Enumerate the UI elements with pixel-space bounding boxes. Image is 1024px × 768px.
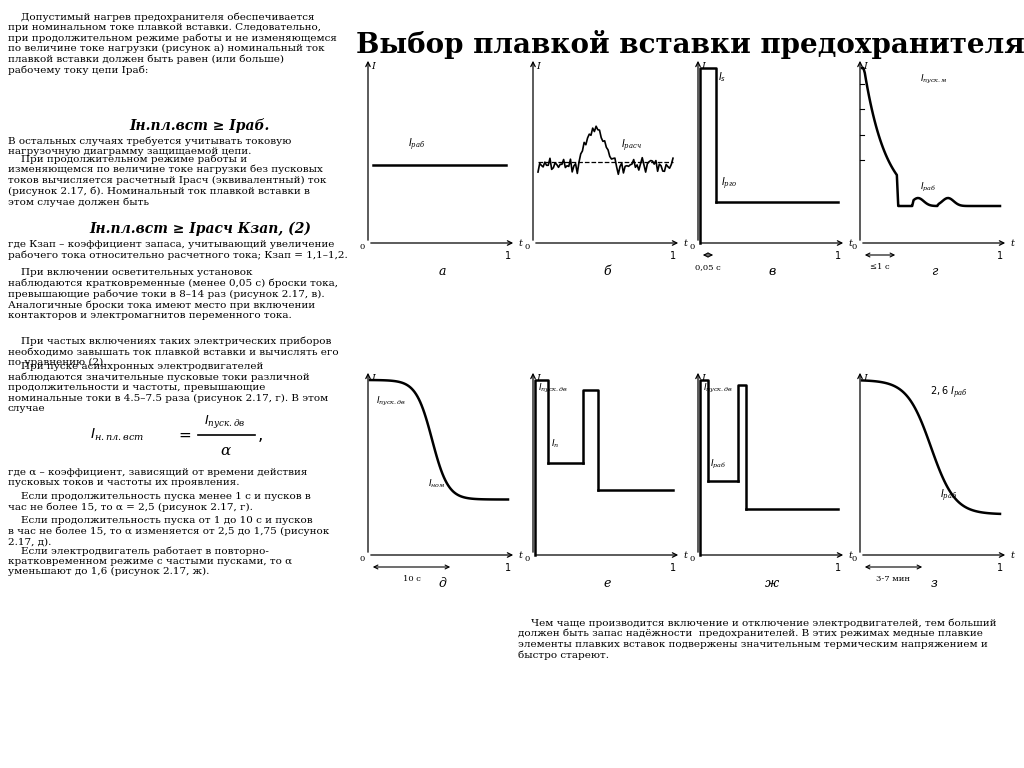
Text: t: t <box>1010 551 1014 560</box>
Text: При пуске асинхронных электродвигателей
наблюдаются значительные пусковые токи р: При пуске асинхронных электродвигателей … <box>8 362 329 413</box>
Text: где α – коэффициент, зависящий от времени действия
пусковых токов и частоты их п: где α – коэффициент, зависящий от времен… <box>8 468 307 488</box>
Text: $I_{\mathregular{рго}}$: $I_{\mathregular{рго}}$ <box>721 176 737 192</box>
Text: $I_{\mathregular{пуск.дв}}$: $I_{\mathregular{пуск.дв}}$ <box>205 412 246 429</box>
Text: Допустимый нагрев предохранителя обеспечивается
при номинальном токе плавкой вст: Допустимый нагрев предохранителя обеспеч… <box>8 12 337 75</box>
Text: ≤1 с: ≤1 с <box>870 263 890 271</box>
Text: I: I <box>371 62 375 71</box>
Text: В остальных случаях требуется учитывать токовую
нагрузочную диаграмму защищаемой: В остальных случаях требуется учитывать … <box>8 136 292 156</box>
Text: 0: 0 <box>852 243 857 251</box>
Text: $I_{\mathregular{раб}}$: $I_{\mathregular{раб}}$ <box>940 488 957 505</box>
Text: 1: 1 <box>997 563 1004 573</box>
Text: 0: 0 <box>690 243 695 251</box>
Text: I: I <box>701 62 705 71</box>
Text: t: t <box>1010 239 1014 247</box>
Text: е: е <box>603 577 610 590</box>
Text: $I_{\mathregular{п}}$: $I_{\mathregular{п}}$ <box>551 438 559 451</box>
Text: $I_{\mathregular{н.пл.вст}}$: $I_{\mathregular{н.пл.вст}}$ <box>90 427 144 443</box>
Text: а: а <box>438 265 445 278</box>
Text: Iн.пл.вст ≥ Iрасч Кзап, (2): Iн.пл.вст ≥ Iрасч Кзап, (2) <box>89 222 311 237</box>
Text: 1: 1 <box>670 251 676 261</box>
Text: t: t <box>848 551 852 560</box>
Text: $I_{\mathregular{пуск.дв}}$: $I_{\mathregular{пуск.дв}}$ <box>538 382 568 395</box>
Text: t: t <box>848 239 852 247</box>
Text: $I_{\mathregular{раб}}$: $I_{\mathregular{раб}}$ <box>408 137 425 154</box>
Text: ,: , <box>258 426 263 444</box>
Text: I: I <box>371 374 375 383</box>
Text: 0: 0 <box>359 555 365 563</box>
Text: α: α <box>220 444 230 458</box>
Text: I: I <box>536 374 540 383</box>
Text: д: д <box>438 577 445 590</box>
Text: $2,6\ I_{\mathregular{раб}}$: $2,6\ I_{\mathregular{раб}}$ <box>930 385 968 402</box>
Text: 1: 1 <box>997 251 1004 261</box>
Text: $I_{\mathregular{ном}}$: $I_{\mathregular{ном}}$ <box>428 477 445 489</box>
Text: $I_{\mathregular{пуск.м}}$: $I_{\mathregular{пуск.м}}$ <box>920 73 948 86</box>
Text: $I_{\mathregular{пуск.дв}}$: $I_{\mathregular{пуск.дв}}$ <box>703 382 733 395</box>
Text: t: t <box>518 551 522 560</box>
Text: 1: 1 <box>505 251 511 261</box>
Text: Iн.пл.вст ≥ Iраб.: Iн.пл.вст ≥ Iраб. <box>130 118 270 133</box>
Text: I: I <box>536 62 540 71</box>
Text: I: I <box>701 374 705 383</box>
Text: в: в <box>768 265 775 278</box>
Text: $I_{\mathregular{пуск.дв}}$: $I_{\mathregular{пуск.дв}}$ <box>376 395 407 408</box>
Text: 1: 1 <box>670 563 676 573</box>
Text: $I_{\mathregular{раб}}$: $I_{\mathregular{раб}}$ <box>710 458 726 471</box>
Text: 1: 1 <box>835 251 841 261</box>
Text: где Кзап – коэффициент запаса, учитывающий увеличение
рабочего тока относительно: где Кзап – коэффициент запаса, учитывающ… <box>8 240 348 260</box>
Text: 0: 0 <box>524 555 530 563</box>
Text: 0: 0 <box>524 243 530 251</box>
Text: $I_s$: $I_s$ <box>718 70 726 84</box>
Text: Если электродвигатель работает в повторно-
кратковременном режиме с частыми пуск: Если электродвигатель работает в повторн… <box>8 546 292 577</box>
Text: 0: 0 <box>359 243 365 251</box>
Text: t: t <box>683 239 687 247</box>
Text: г: г <box>931 265 937 278</box>
Text: =: = <box>178 428 191 442</box>
Text: Чем чаще производится включение и отключение электродвигателей, тем больший
долж: Чем чаще производится включение и отключ… <box>518 618 996 660</box>
Text: При частых включениях таких электрических приборов
необходимо завышать ток плавк: При частых включениях таких электрически… <box>8 337 339 367</box>
Text: 0: 0 <box>690 555 695 563</box>
Text: t: t <box>518 239 522 247</box>
Text: 0: 0 <box>852 555 857 563</box>
Text: Если продолжительность пуска от 1 до 10 с и пусков
в час не более 15, то α измен: Если продолжительность пуска от 1 до 10 … <box>8 516 330 546</box>
Text: 10 с: 10 с <box>402 575 421 583</box>
Text: 1: 1 <box>505 563 511 573</box>
Text: При включении осветительных установок
наблюдаются кратковременные (менее 0,05 с): При включении осветительных установок на… <box>8 268 338 320</box>
Text: б: б <box>603 265 610 278</box>
Text: з: з <box>931 577 937 590</box>
Text: При продолжительном режиме работы и
изменяющемся по величине токе нагрузки без п: При продолжительном режиме работы и изме… <box>8 154 327 207</box>
Text: I: I <box>863 62 867 71</box>
Text: ж: ж <box>765 577 779 590</box>
Text: Выбор плавкой вставки предохранителя: Выбор плавкой вставки предохранителя <box>355 30 1024 59</box>
Text: $I_{\mathregular{раб}}$: $I_{\mathregular{раб}}$ <box>920 181 936 194</box>
Text: Если продолжительность пуска менее 1 с и пусков в
час не более 15, то α = 2,5 (р: Если продолжительность пуска менее 1 с и… <box>8 492 310 512</box>
Text: $I_{\mathregular{расч}}$: $I_{\mathregular{расч}}$ <box>621 137 642 154</box>
Text: I: I <box>863 374 867 383</box>
Text: 1: 1 <box>835 563 841 573</box>
Text: 0,05 с: 0,05 с <box>695 263 721 271</box>
Text: 3-7 мин: 3-7 мин <box>877 575 910 583</box>
Text: t: t <box>683 551 687 560</box>
